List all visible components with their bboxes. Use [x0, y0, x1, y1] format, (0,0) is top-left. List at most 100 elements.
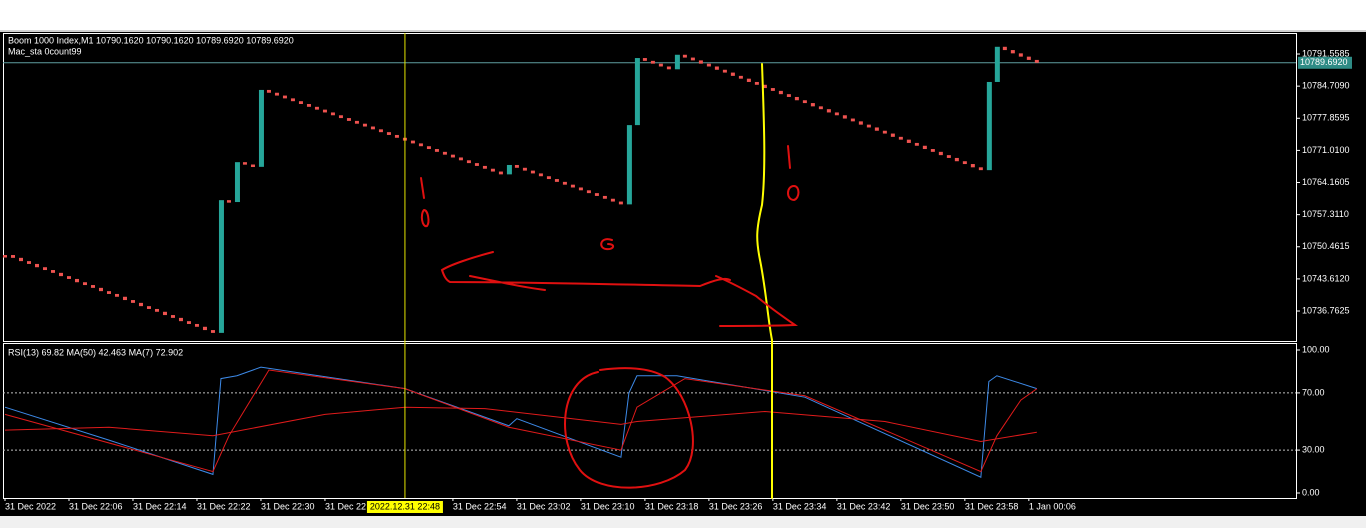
- candle: [226, 200, 231, 203]
- crosshair-box: [366, 501, 443, 513]
- x-tick-label: 31 Dec 22: [325, 501, 366, 511]
- candle: [954, 157, 959, 162]
- candle: [314, 106, 319, 110]
- candle: [914, 142, 919, 146]
- crosshair-label: 2022.12.31 22:48: [370, 501, 440, 511]
- candle: [898, 136, 903, 140]
- candle: [866, 124, 871, 128]
- chart-title: Boom 1000 Index,M1 10790.1620 10790.1620…: [8, 35, 294, 45]
- candle: [442, 151, 447, 155]
- candle: [578, 187, 583, 191]
- candle: [1034, 59, 1039, 63]
- candle: [58, 272, 63, 277]
- y-tick-label: 10791.5585: [1302, 48, 1350, 58]
- candle: [458, 157, 463, 161]
- candle: [450, 154, 455, 158]
- main-panel-frame: [3, 33, 1297, 342]
- candle: [234, 162, 240, 203]
- status-bar: [0, 516, 1366, 528]
- candle: [562, 181, 567, 185]
- candle: [850, 118, 855, 122]
- candle: [714, 66, 719, 70]
- x-tick-label: 31 Dec 23:18: [645, 501, 699, 511]
- candle: [746, 78, 751, 82]
- candle: [810, 103, 815, 107]
- candle: [682, 54, 687, 58]
- candle: [418, 143, 423, 147]
- candle: [426, 146, 431, 150]
- y-tick-label: 30.00: [1302, 444, 1325, 454]
- candle: [938, 151, 943, 156]
- y-tick-label: 10777.8595: [1302, 113, 1350, 123]
- candle: [130, 300, 135, 303]
- x-tick-label: 31 Dec 23:34: [773, 501, 827, 511]
- current-price-box: [1298, 56, 1352, 69]
- plot-layer: 10791.5585 10784.7090 10777.8595 10771.0100…: [2, 33, 1352, 513]
- candle: [490, 168, 495, 172]
- candle: [90, 285, 95, 288]
- candle: [338, 115, 343, 119]
- candle: [602, 195, 607, 199]
- candle: [2, 255, 7, 258]
- candle: [266, 89, 271, 93]
- current-price-label: 10789.6920: [1300, 57, 1348, 67]
- candle: [834, 112, 839, 116]
- candle: [290, 98, 295, 102]
- y-tick-label: 100.00: [1302, 344, 1330, 354]
- candle: [1018, 53, 1023, 57]
- candle: [74, 278, 79, 283]
- candle: [818, 106, 823, 110]
- candle: [346, 118, 351, 121]
- candle: [874, 127, 879, 131]
- candle: [114, 293, 119, 297]
- drawn-mark: [600, 238, 614, 251]
- y-tick-label: 10784.7090: [1302, 81, 1350, 91]
- candle: [626, 125, 632, 205]
- candle: [82, 282, 87, 286]
- candle: [642, 58, 647, 61]
- y-tick-label: 10771.0100: [1302, 145, 1350, 155]
- candle: [946, 155, 951, 158]
- x-tick-label: 1 Jan 00:06: [1029, 501, 1076, 511]
- x-tick-label: 31 Dec 23:10: [581, 501, 635, 511]
- x-tick-label: 31 Dec 23:26: [709, 501, 763, 511]
- x-tick-label: 31 Dec 22:54: [453, 501, 507, 511]
- x-tick-label: 31 Dec 23:58: [965, 501, 1019, 511]
- y-tick-label: 10736.7625: [1302, 305, 1350, 315]
- y-tick-label: 10757.3110: [1302, 209, 1349, 219]
- drawn-arrow: [440, 251, 799, 327]
- toolbar-area: [0, 0, 1366, 32]
- candle: [434, 149, 439, 152]
- candle: [1010, 50, 1015, 54]
- candle: [106, 291, 111, 294]
- candle: [282, 95, 287, 99]
- candle: [514, 164, 519, 168]
- candle: [706, 63, 711, 67]
- x-tick-label: 31 Dec 22:06: [69, 501, 123, 511]
- y-tick-label: 10750.4615: [1302, 241, 1350, 251]
- candle: [794, 96, 799, 101]
- rsi-line: [4, 366, 1037, 479]
- candle: [594, 193, 599, 196]
- candle: [18, 257, 23, 262]
- candle: [978, 167, 983, 171]
- candle: [922, 145, 927, 150]
- x-tick-label: 31 Dec 23:02: [517, 501, 571, 511]
- candle: [530, 170, 535, 174]
- candle: [730, 72, 735, 76]
- candle: [666, 66, 671, 70]
- candle: [138, 302, 143, 307]
- y-tick-label: 70.00: [1302, 387, 1325, 397]
- candle: [210, 330, 215, 333]
- candle: [698, 60, 703, 64]
- candle: [986, 81, 992, 171]
- candle: [778, 90, 783, 95]
- rsi-panel-frame: [3, 343, 1297, 499]
- candle: [26, 261, 31, 264]
- x-tick-label: 31 Dec 22:30: [261, 501, 315, 511]
- candle: [722, 69, 727, 73]
- candle: [306, 104, 311, 107]
- candle: [538, 173, 543, 177]
- candle: [394, 134, 399, 138]
- candle: [802, 100, 807, 104]
